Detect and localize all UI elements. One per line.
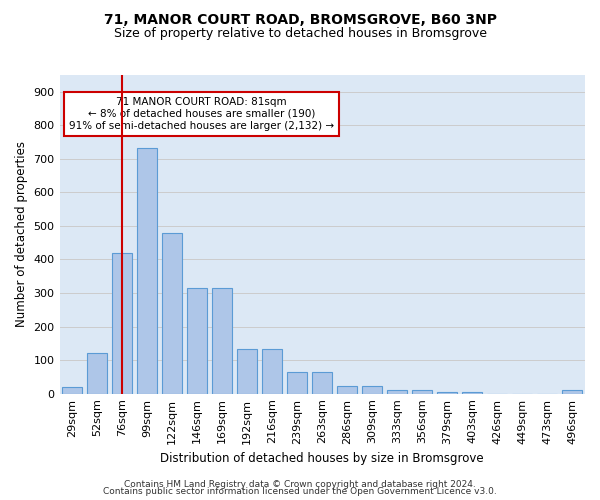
Bar (362, 386, 382, 394)
Text: 71 MANOR COURT ROAD: 81sqm
← 8% of detached houses are smaller (190)
91% of semi: 71 MANOR COURT ROAD: 81sqm ← 8% of detac… (69, 98, 334, 130)
Text: 71, MANOR COURT ROAD, BROMSGROVE, B60 3NP: 71, MANOR COURT ROAD, BROMSGROVE, B60 3N… (104, 12, 497, 26)
Bar (112, 253, 132, 394)
Bar (412, 390, 433, 394)
Bar (287, 372, 307, 394)
Bar (237, 350, 257, 394)
Bar (62, 387, 82, 394)
Bar (137, 148, 157, 394)
Bar (162, 232, 182, 394)
Y-axis label: Number of detached properties: Number of detached properties (15, 142, 28, 328)
Bar (388, 390, 407, 394)
Bar (463, 392, 482, 394)
Bar (312, 372, 332, 394)
Bar (562, 390, 583, 394)
Text: Contains public sector information licensed under the Open Government Licence v3: Contains public sector information licen… (103, 488, 497, 496)
Bar (437, 392, 457, 394)
Bar (262, 350, 282, 394)
Bar (87, 353, 107, 394)
X-axis label: Distribution of detached houses by size in Bromsgrove: Distribution of detached houses by size … (160, 452, 484, 465)
Bar (187, 288, 207, 394)
Bar (212, 288, 232, 394)
Text: Size of property relative to detached houses in Bromsgrove: Size of property relative to detached ho… (113, 28, 487, 40)
Bar (337, 386, 358, 394)
Text: Contains HM Land Registry data © Crown copyright and database right 2024.: Contains HM Land Registry data © Crown c… (124, 480, 476, 489)
